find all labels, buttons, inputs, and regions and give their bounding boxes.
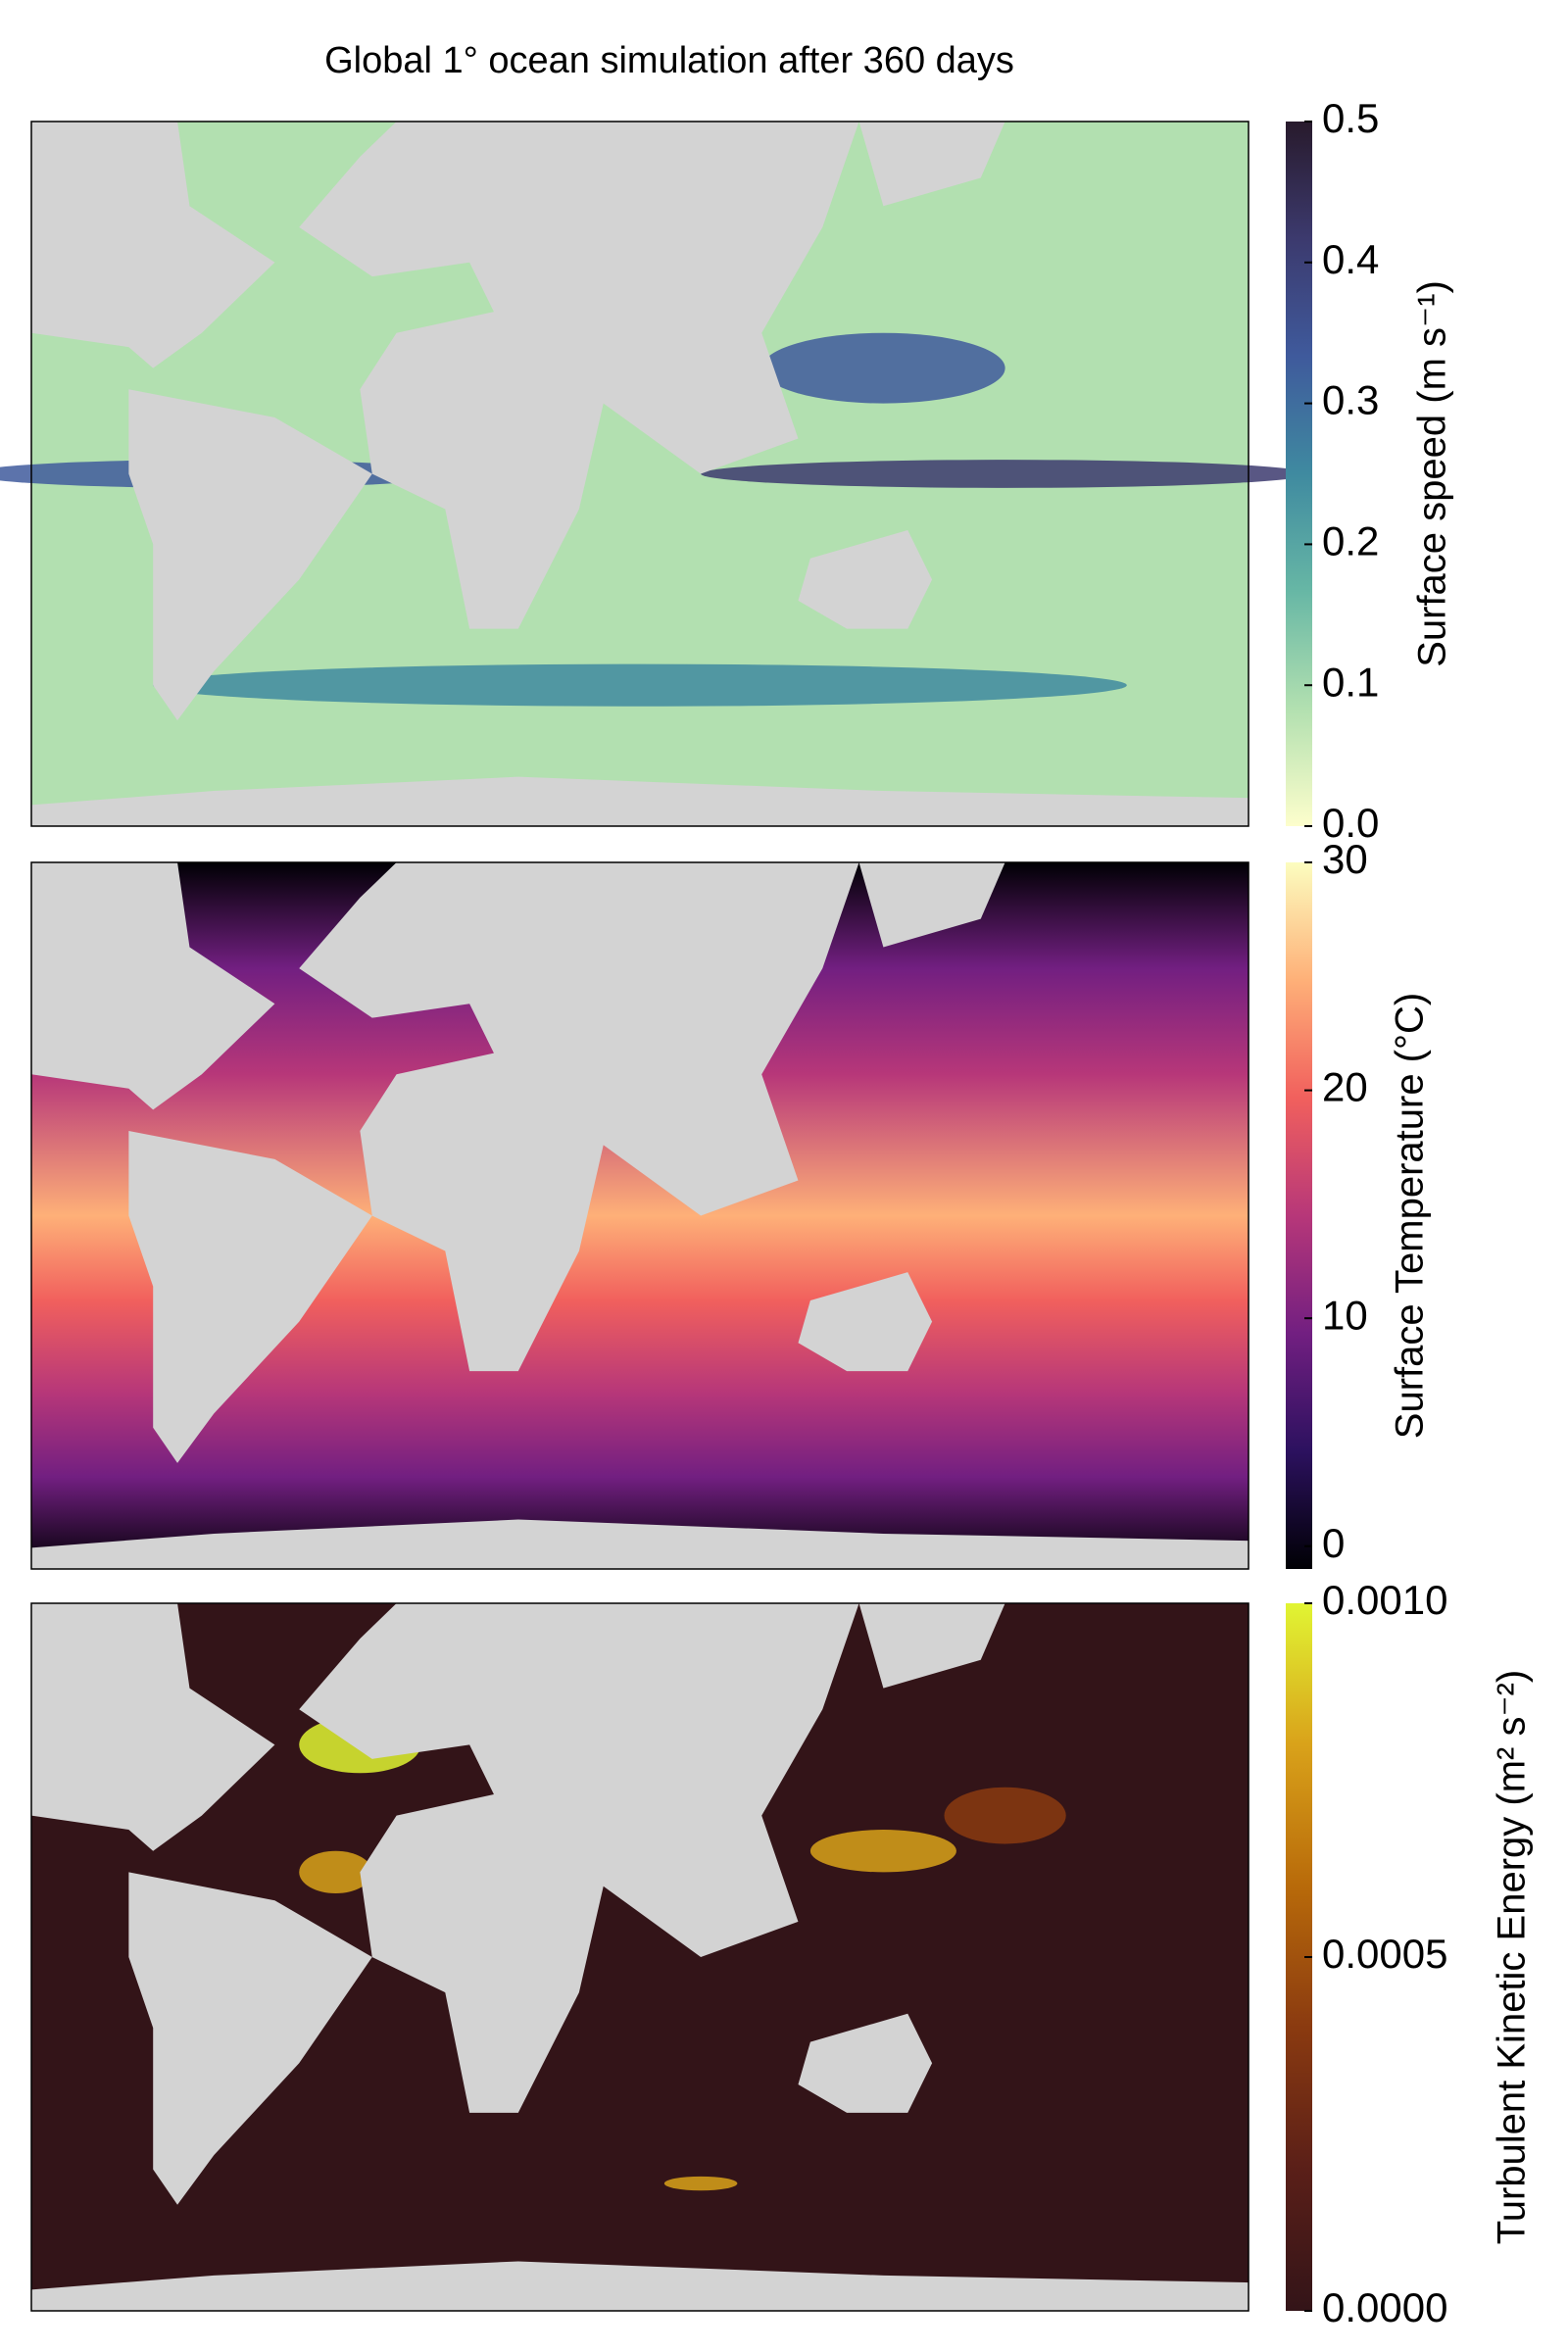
colorbar-tick-label: 0.0000 <box>1322 2284 1447 2330</box>
colorbar-tick-label: 0.3 <box>1322 377 1379 423</box>
land <box>128 1872 372 2205</box>
colorbar <box>1286 862 1312 1569</box>
colorbar-tick-label: 0.0010 <box>1322 1577 1447 1623</box>
map-feature <box>663 2176 738 2191</box>
land <box>798 2013 933 2113</box>
colorbar-tick-label: 0.2 <box>1322 517 1379 564</box>
land <box>299 1603 859 2113</box>
map-feature <box>944 1787 1066 1844</box>
land <box>798 530 933 629</box>
colorbar-tick-label: 0.1 <box>1322 659 1379 705</box>
colorbar-tick-label: 0.5 <box>1322 95 1379 141</box>
colorbar-tick-label: 0 <box>1322 1520 1345 1566</box>
land <box>31 776 1249 826</box>
land <box>128 389 372 721</box>
colorbar-tick-label: 30 <box>1322 836 1368 882</box>
map-frame <box>30 121 1250 827</box>
land <box>31 122 275 368</box>
land <box>299 122 859 629</box>
colorbar-tick-label: 0.0005 <box>1322 1931 1447 1977</box>
colorbar-label: Surface speed (m s⁻¹) <box>1411 280 1454 667</box>
land <box>31 2261 1249 2311</box>
land <box>858 122 1005 207</box>
colorbar-label: Surface Temperature (°C) <box>1389 993 1432 1439</box>
map-feature <box>701 460 1310 488</box>
colorbar <box>1286 122 1312 826</box>
figure-title: Global 1° ocean simulation after 360 day… <box>324 40 1014 81</box>
land <box>31 1603 275 1851</box>
colorbar-label: Turbulent Kinetic Energy (m² s⁻²) <box>1491 1670 1534 2244</box>
map-feature <box>299 1850 372 1894</box>
map-frame <box>30 861 1250 1570</box>
land <box>128 1130 372 1463</box>
land <box>31 1519 1249 1569</box>
map-feature <box>809 1830 956 1873</box>
colorbar-tick-label: 10 <box>1322 1292 1368 1338</box>
map-feature <box>153 663 1127 707</box>
land <box>299 862 859 1372</box>
land <box>31 862 275 1110</box>
land <box>858 862 1005 948</box>
land <box>858 1603 1005 1689</box>
land <box>798 1272 933 1372</box>
map-frame <box>30 1602 1250 2312</box>
colorbar-tick-label: 20 <box>1322 1064 1368 1110</box>
map-feature <box>761 332 1005 404</box>
colorbar-tick-label: 0.4 <box>1322 236 1379 282</box>
colorbar-tick-label: 0.0 <box>1322 800 1379 846</box>
